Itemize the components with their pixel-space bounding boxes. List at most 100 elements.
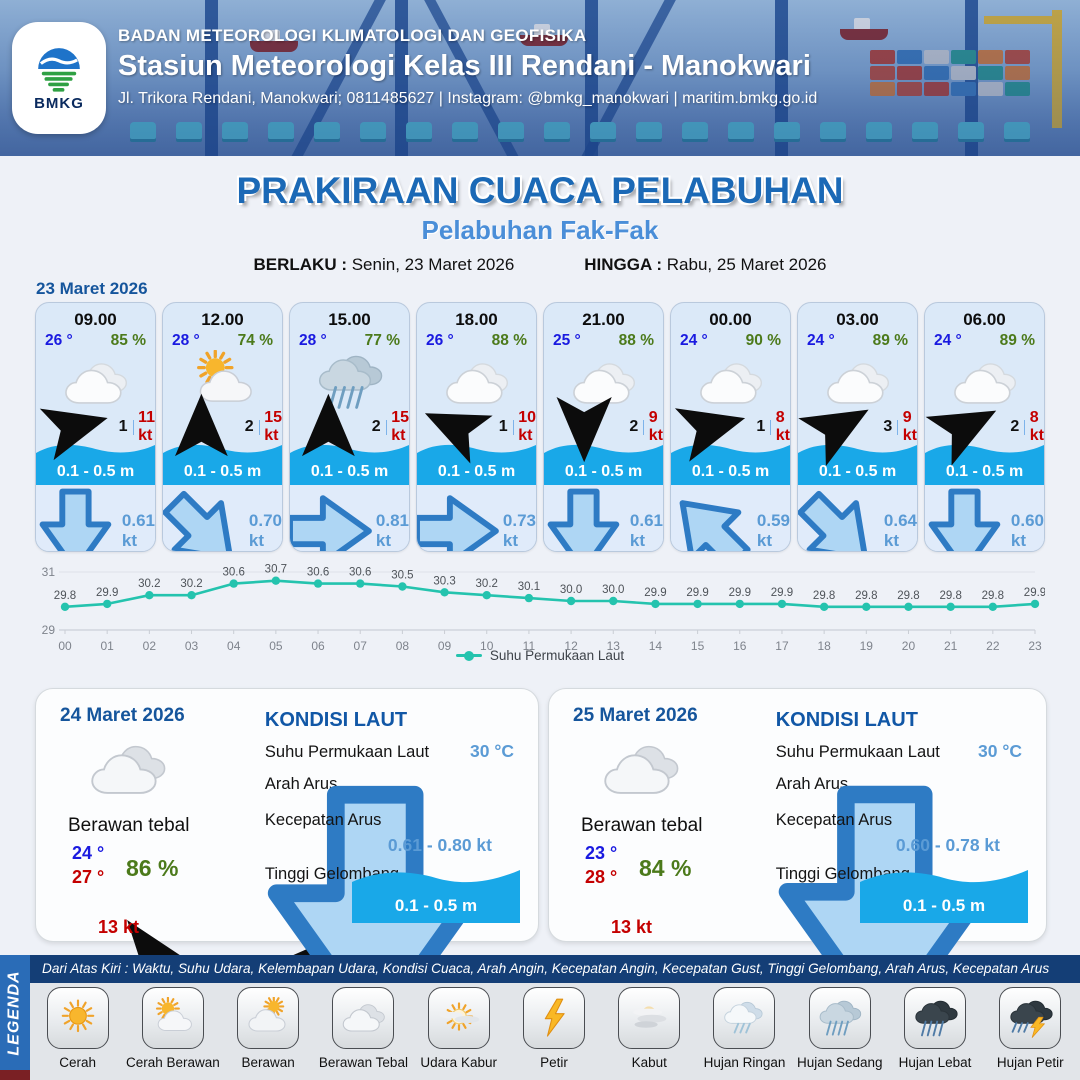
forecast-card: 12.00 28 ° 74 % 2 15 kt 0.1 - 0.5 m 0.70… <box>162 302 283 552</box>
legend-note: Dari Atas Kiri : Waktu, Suhu Udara, Kele… <box>30 955 1080 983</box>
legend-weather-icon <box>141 987 204 1049</box>
wave-height: 0.1 - 0.5 m <box>417 458 536 485</box>
svg-text:15: 15 <box>691 639 705 653</box>
current-speed: 0.81 kt <box>375 511 409 551</box>
legend-item-label: Udara Kabur <box>420 1055 497 1070</box>
svg-text:29.8: 29.8 <box>897 590 919 602</box>
divider <box>1024 419 1025 435</box>
sea-title: KONDISI LAUT <box>264 709 408 731</box>
wave-height: 0.1 - 0.5 m <box>798 458 917 485</box>
day-temp-min: 24 ° <box>72 843 105 863</box>
svg-text:30.2: 30.2 <box>138 578 160 590</box>
header-overlay <box>0 0 1080 156</box>
svg-text:01: 01 <box>100 639 114 653</box>
wind-direction-icon <box>671 387 751 467</box>
svg-text:30.6: 30.6 <box>349 567 371 579</box>
divider <box>897 419 898 435</box>
svg-text:29.9: 29.9 <box>729 587 751 599</box>
svg-text:09: 09 <box>438 639 452 653</box>
legend-item-label: Hujan Ringan <box>703 1055 786 1070</box>
legend-footer-accent <box>0 1070 30 1080</box>
card-time: 03.00 <box>836 310 879 329</box>
svg-text:13: 13 <box>607 639 621 653</box>
svg-text:29.8: 29.8 <box>855 590 877 602</box>
card-humidity: 74 % <box>237 332 273 349</box>
svg-text:29.9: 29.9 <box>771 587 793 599</box>
legend-weather-icon <box>427 987 490 1049</box>
current-dir-label: Arah Arus <box>775 775 849 793</box>
wind-direction-icon <box>544 387 624 467</box>
svg-text:29.8: 29.8 <box>982 590 1004 602</box>
day-temp-max: 28 ° <box>585 867 618 887</box>
svg-text:23: 23 <box>1028 639 1042 653</box>
legend-weather-icon <box>332 987 395 1049</box>
legend-item-label: Berawan Tebal <box>318 1055 408 1070</box>
card-temperature: 28 ° <box>299 332 327 349</box>
svg-text:30.7: 30.7 <box>265 564 287 576</box>
legend-items-row: Cerah Cerah Berawan Berawan Berawan Teba… <box>30 987 1078 1070</box>
day-humidity: 86 % <box>126 855 179 881</box>
sst-value: 30 °C <box>978 741 1022 761</box>
weather-icon <box>290 350 409 414</box>
svg-text:10: 10 <box>480 639 494 653</box>
header: BMKG BADAN METEOROLOGI KLIMATOLOGI DAN G… <box>0 0 1080 156</box>
current-dir-label: Arah Arus <box>264 775 338 793</box>
current-direction-icon <box>290 485 372 551</box>
day-wave-band: 0.1 - 0.5 m <box>860 866 1028 923</box>
current-direction-icon <box>925 485 1004 551</box>
svg-text:30.1: 30.1 <box>518 581 540 593</box>
legend-item: Kabut <box>602 987 697 1070</box>
bmkg-emblem-icon <box>38 47 80 92</box>
hingga-label: HINGGA : <box>584 255 663 274</box>
legend-item: Hujan Ringan <box>697 987 792 1070</box>
current-speed: 0.59 kt <box>756 511 790 551</box>
svg-text:04: 04 <box>227 639 241 653</box>
day-weather-icon <box>72 733 182 807</box>
weather-icon <box>163 350 282 414</box>
legend-item-label: Hujan Lebat <box>898 1055 972 1070</box>
legend-item-label: Petir <box>540 1055 568 1070</box>
svg-text:29.9: 29.9 <box>644 587 666 599</box>
day-wave-height: 0.1 - 0.5 m <box>352 890 520 923</box>
legend-item: Hujan Sedang <box>792 987 887 1070</box>
forecast-date: 23 Maret 2026 <box>36 279 148 298</box>
card-time: 12.00 <box>201 310 244 329</box>
card-time: 21.00 <box>582 310 625 329</box>
wind-force: 2 <box>1010 418 1020 435</box>
current-direction-icon <box>36 485 115 551</box>
svg-text:30.6: 30.6 <box>307 567 329 579</box>
legend-strip: LEGENDA Dari Atas Kiri : Waktu, Suhu Uda… <box>0 955 1080 1080</box>
sst-chart: 29 31 29.8 00 29.9 01 30.2 02 30.2 03 30.6 04 30.7 05… <box>42 564 1047 653</box>
legend-item: Petir <box>506 987 601 1070</box>
svg-text:29.8: 29.8 <box>54 590 76 602</box>
day-gust: 13 kt <box>611 917 653 937</box>
card-temperature: 26 ° <box>45 332 73 349</box>
sst-label: Suhu Permukaan Laut <box>264 743 430 761</box>
station-name: Stasiun Meteorologi Kelas III Rendani - … <box>118 50 811 82</box>
divider <box>770 419 771 435</box>
legend-title-band: LEGENDA <box>0 955 30 1070</box>
card-humidity: 77 % <box>364 332 400 349</box>
bmkg-logo: BMKG <box>12 22 106 134</box>
wind-speed: 11 kt <box>138 409 155 444</box>
wind-speed: 15 kt <box>391 409 409 444</box>
card-temperature: 25 ° <box>553 332 581 349</box>
wind-force: 2 <box>371 418 381 435</box>
forecast-card: 15.00 28 ° 77 % 2 15 kt 0.1 - 0.5 m 0.81… <box>289 302 410 552</box>
weather-icon <box>417 350 536 414</box>
hourly-cards-row: 09.00 26 ° 85 % 1 11 kt 0.1 - 0.5 m 0.61… <box>35 302 1045 552</box>
sst-value: 30 °C <box>470 741 514 761</box>
legend-item-label: Hujan Sedang <box>796 1055 883 1070</box>
svg-text:29.9: 29.9 <box>96 587 118 599</box>
svg-text:30.0: 30.0 <box>560 584 582 596</box>
wind-force: 3 <box>883 418 893 435</box>
forecast-card: 03.00 24 ° 89 % 3 9 kt 0.1 - 0.5 m 0.64 … <box>797 302 918 552</box>
card-humidity: 89 % <box>872 332 908 349</box>
page-title: PRAKIRAAN CUACA PELABUHAN <box>236 170 844 211</box>
sea-conditions: KONDISI LAUT Suhu Permukaan Laut 30 °C A… <box>257 689 538 1040</box>
legend-item: Udara Kabur <box>411 987 506 1070</box>
svg-text:30.5: 30.5 <box>391 570 413 582</box>
berlaku-label: BERLAKU : <box>253 255 347 274</box>
forecast-card: 18.00 26 ° 88 % 1 10 kt 0.1 - 0.5 m 0.73… <box>416 302 537 552</box>
